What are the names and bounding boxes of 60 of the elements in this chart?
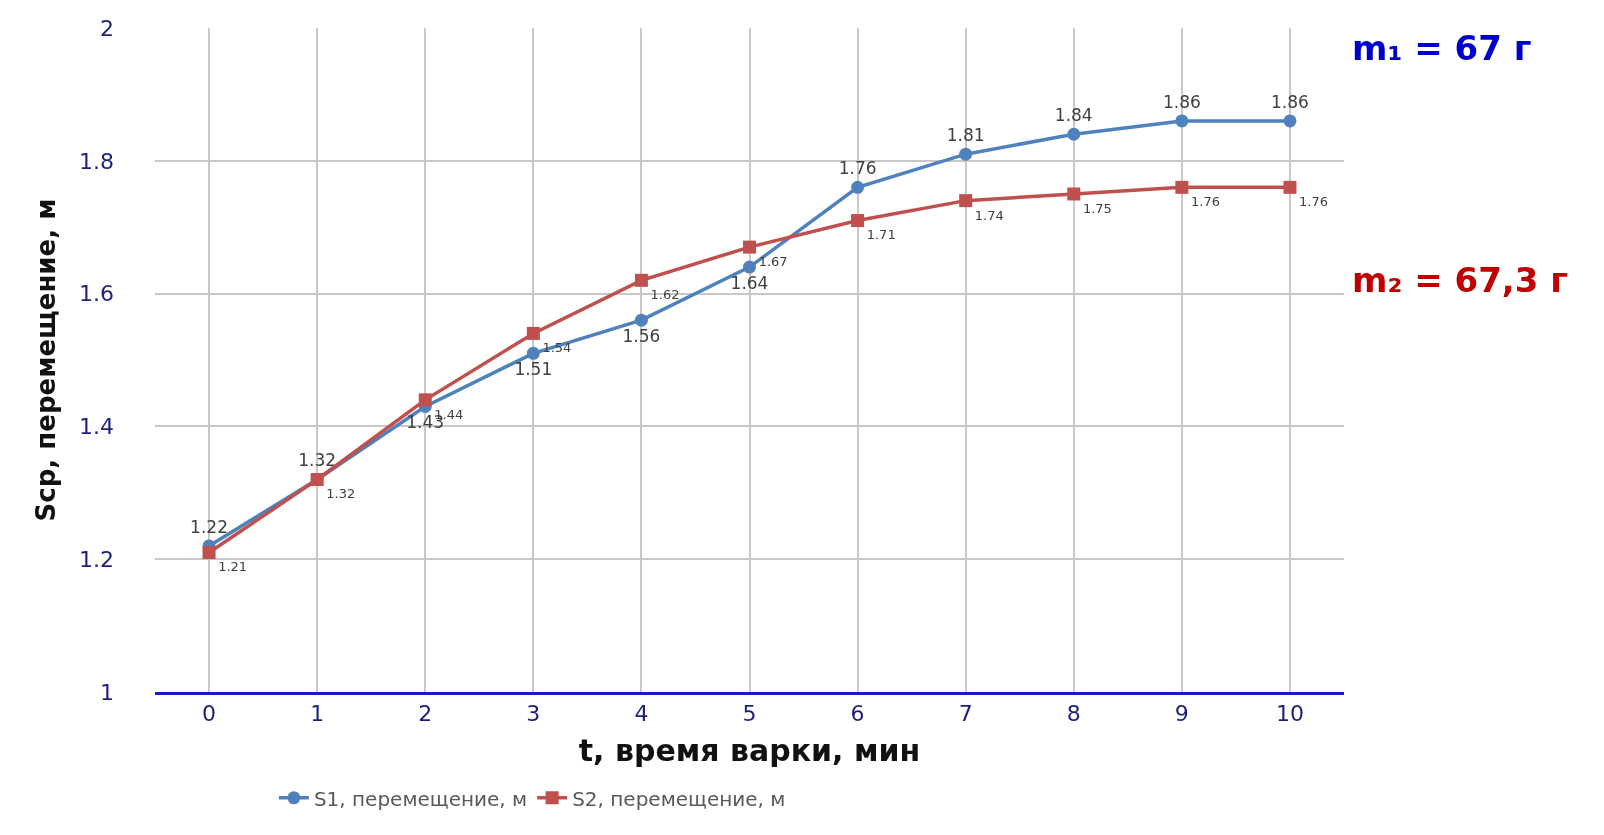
point <box>526 346 540 360</box>
y-tick-label: 1.6 <box>79 281 114 307</box>
y-tick-label: 1.2 <box>79 546 114 572</box>
point <box>959 147 973 161</box>
point <box>1175 180 1189 194</box>
data-label: 1.71 <box>866 227 896 243</box>
data-label: 1.22 <box>190 516 228 537</box>
data-label: 1.64 <box>730 272 769 293</box>
point <box>959 194 973 208</box>
x-tick-label: 3 <box>526 701 541 727</box>
x-tick-label: 7 <box>958 701 973 727</box>
point <box>1283 180 1297 194</box>
point <box>526 326 540 340</box>
point <box>743 260 756 274</box>
point <box>851 180 865 194</box>
x-tick-label: 4 <box>634 701 649 727</box>
data-label: 1.67 <box>758 253 788 269</box>
point <box>1175 114 1189 128</box>
data-label: 1.21 <box>218 559 248 575</box>
x-tick-label: 1 <box>310 701 325 727</box>
point <box>1283 114 1297 128</box>
data-label: 1.56 <box>622 326 661 347</box>
data-label: 1.75 <box>1082 200 1112 216</box>
data-label: 1.62 <box>650 287 680 303</box>
y-tick-label: 1.4 <box>79 414 114 440</box>
point <box>851 214 865 228</box>
legend-label: S2, перемещение, м <box>572 786 786 811</box>
x-tick-label: 8 <box>1066 701 1081 727</box>
legend-label: S1, перемещение, м <box>313 786 528 811</box>
data-label: 1.81 <box>946 124 985 145</box>
point <box>743 240 756 254</box>
x-tick-label: 6 <box>850 701 865 727</box>
data-label: 1.76 <box>1299 194 1329 210</box>
data-label: 1.86 <box>1271 91 1309 112</box>
y-tick-label: 2 <box>100 15 114 41</box>
point <box>1067 187 1081 201</box>
data-label: 1.86 <box>1162 91 1201 112</box>
data-label: 1.32 <box>298 450 337 471</box>
x-tick-label: 9 <box>1174 701 1189 727</box>
y-tick-label: 1.8 <box>79 148 114 174</box>
x-tick-label: 10 <box>1275 701 1304 727</box>
text: m₂ = 67,3 г <box>1352 260 1568 300</box>
point <box>634 313 648 327</box>
data-label: 1.76 <box>1190 194 1220 210</box>
data-label: 1.76 <box>838 157 877 178</box>
point <box>634 273 648 287</box>
x-axis-title: t, время варки, мин <box>578 732 921 768</box>
x-tick-label: 0 <box>202 701 217 727</box>
point <box>1067 127 1081 141</box>
data-label: 1.84 <box>1054 104 1093 125</box>
point <box>202 546 216 560</box>
y-tick-label: 1 <box>100 679 114 705</box>
x-tick-label: 2 <box>418 701 433 727</box>
data-label: 1.32 <box>326 486 356 502</box>
y-axis-title: Sср, перемещение, м <box>31 198 62 522</box>
text: m₁ = 67 г <box>1352 28 1532 68</box>
data-label: 1.74 <box>974 207 1004 223</box>
data-label: 1.51 <box>514 359 553 380</box>
point <box>418 393 432 407</box>
x-tick-label: 5 <box>742 701 757 727</box>
